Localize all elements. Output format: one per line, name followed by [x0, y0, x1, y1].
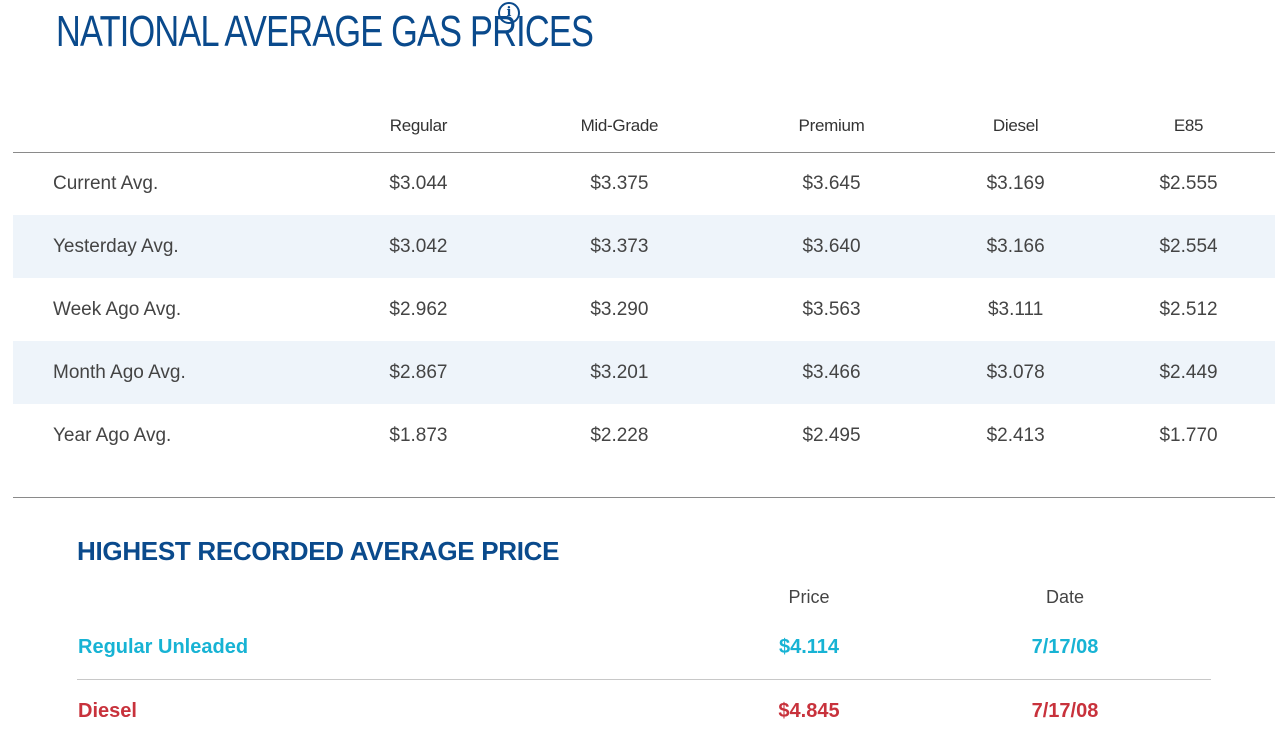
price-cell: $2.228: [590, 424, 649, 446]
price-cell: $3.166: [929, 215, 1103, 278]
price-cell: $3.111: [987, 298, 1044, 320]
record-date: 7/17/08: [919, 616, 1211, 680]
price-cell: $3.042: [332, 215, 505, 278]
table-row: Month Ago Avg. $2.867 $3.201 $3.466 $3.0…: [13, 341, 1275, 404]
row-label: Month Ago Avg.: [13, 341, 332, 404]
row-label: Year Ago Avg.: [53, 424, 172, 446]
price-cell: $2.449: [1102, 341, 1275, 404]
price-cell: $3.563: [802, 298, 861, 320]
header: NATIONAL AVERAGE GAS PRICES: [56, 4, 745, 60]
price-cell: $2.495: [802, 424, 861, 446]
row-label: Week Ago Avg.: [53, 298, 182, 320]
table-row: Week Ago Avg. $2.962 $3.290 $3.563 $3.11…: [13, 278, 1275, 341]
average-prices-table: Regular Mid-Grade Premium Diesel E85 Cur…: [13, 100, 1275, 467]
record-section-title: HIGHEST RECORDED AVERAGE PRICE: [77, 536, 560, 566]
record-prices-table: Price Date Regular Unleaded $4.114 7/17/…: [77, 578, 1211, 743]
table-header-row: Regular Mid-Grade Premium Diesel E85: [13, 100, 1275, 153]
price-cell: $1.873: [389, 424, 448, 446]
record-row-diesel: Diesel $4.845 7/17/08: [77, 680, 1211, 744]
column-header-date: Date: [1045, 586, 1085, 607]
price-cell: $3.645: [802, 173, 861, 194]
column-header-diesel: Diesel: [929, 100, 1103, 153]
table-row: Year Ago Avg. $1.873 $2.228 $2.495 $2.41…: [13, 404, 1275, 467]
row-label: Current Avg.: [53, 173, 159, 194]
price-cell: $2.413: [986, 424, 1045, 446]
price-cell: $2.962: [389, 298, 448, 320]
column-header-blank: [77, 578, 699, 616]
record-header-row: Price Date: [77, 578, 1211, 616]
price-cell: $2.554: [1102, 215, 1275, 278]
price-cell: $3.640: [733, 215, 930, 278]
price-cell: $3.078: [929, 341, 1103, 404]
price-cell: $3.373: [504, 215, 734, 278]
price-cell: $3.466: [733, 341, 930, 404]
price-cell: $2.512: [1159, 298, 1218, 320]
fuel-name: Diesel: [78, 700, 137, 722]
record-price: $4.114: [699, 616, 919, 680]
record-row-regular: Regular Unleaded $4.114 7/17/08: [77, 616, 1211, 680]
price-cell: $1.770: [1159, 424, 1218, 446]
price-cell: $2.867: [332, 341, 505, 404]
price-cell: $3.375: [590, 173, 649, 194]
column-header-regular: Regular: [332, 100, 505, 153]
info-icon[interactable]: i: [498, 2, 520, 24]
column-header-price: Price: [788, 586, 830, 607]
record-price: $4.845: [778, 700, 840, 722]
record-date: 7/17/08: [1031, 700, 1099, 722]
table-row: Yesterday Avg. $3.042 $3.373 $3.640 $3.1…: [13, 215, 1275, 278]
row-label: Yesterday Avg.: [13, 215, 332, 278]
column-header-e85: E85: [1102, 100, 1275, 153]
column-header-premium: Premium: [733, 100, 930, 153]
price-cell: $3.169: [986, 173, 1045, 194]
price-cell: $3.044: [389, 173, 448, 194]
price-cell: $3.201: [504, 341, 734, 404]
fuel-name: Regular Unleaded: [77, 616, 699, 680]
price-cell: $3.290: [590, 298, 649, 320]
column-header-mid-grade: Mid-Grade: [504, 100, 734, 153]
section-divider: [13, 497, 1275, 498]
price-cell: $2.555: [1159, 173, 1218, 194]
table-row: Current Avg. $3.044 $3.375 $3.645 $3.169…: [13, 153, 1275, 216]
column-header-blank: [13, 100, 332, 153]
